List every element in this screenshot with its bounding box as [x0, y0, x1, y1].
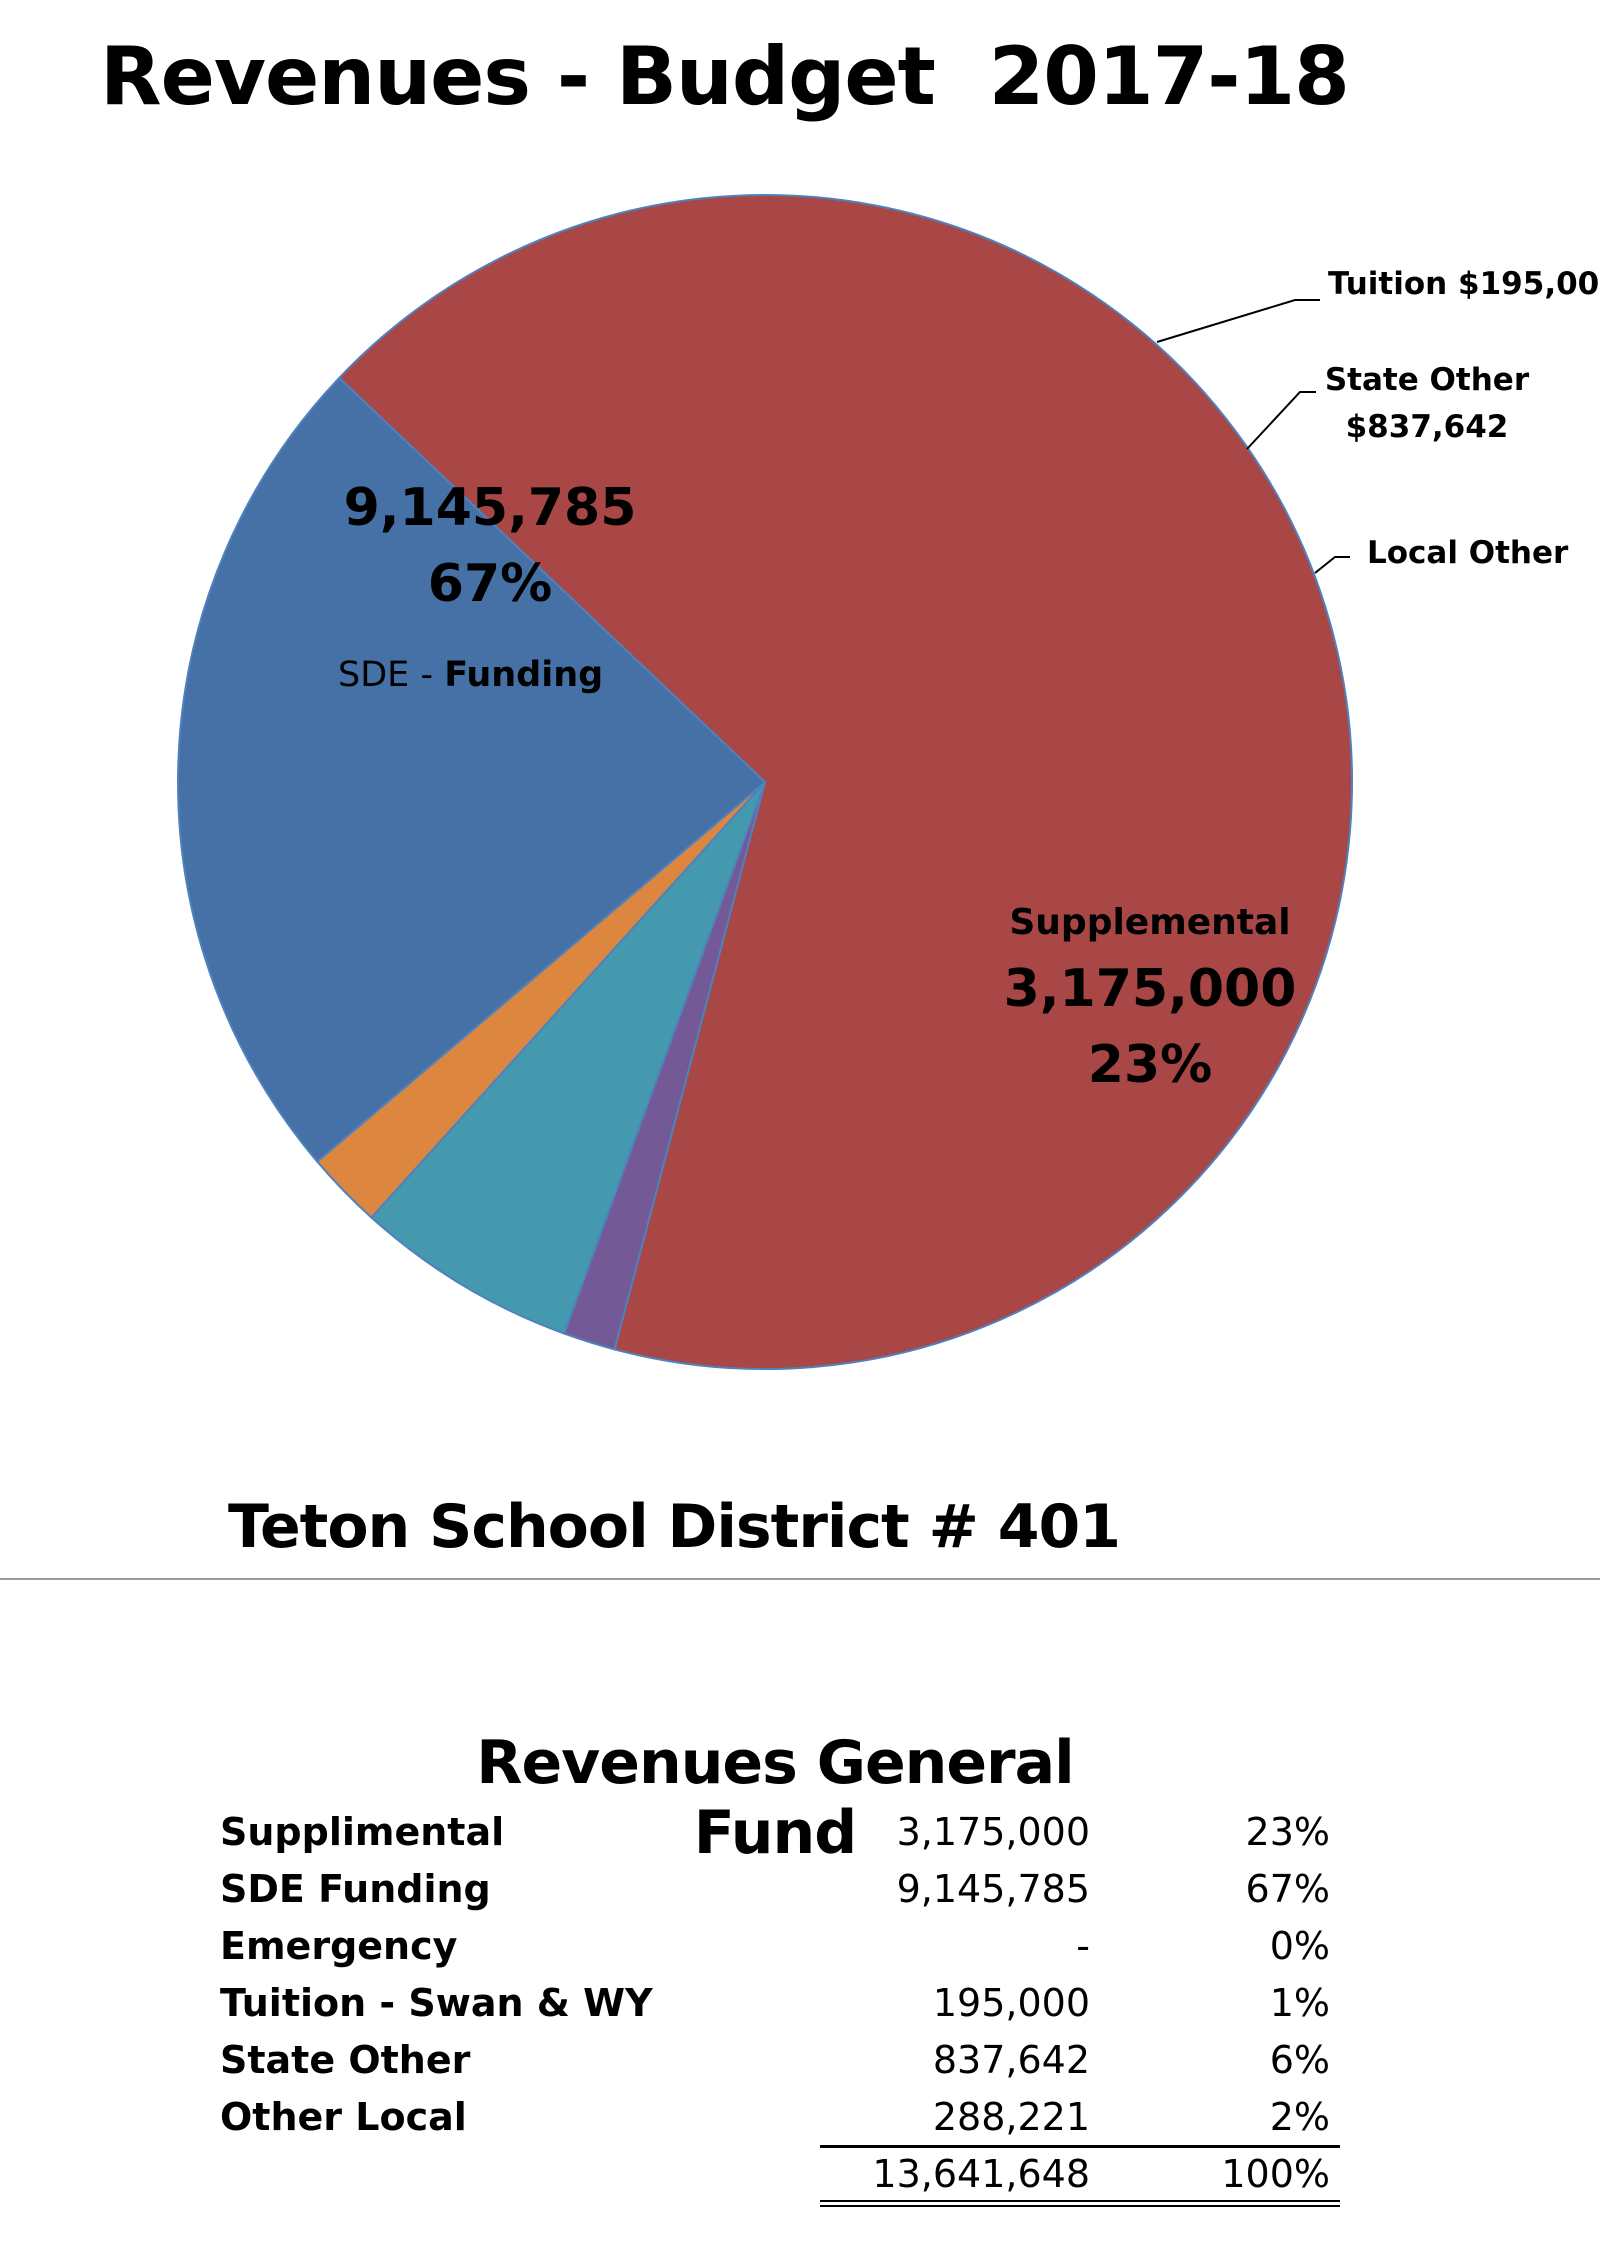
- divider: [0, 1578, 1600, 1580]
- district-name: Teton School District # 401: [228, 1492, 1121, 1562]
- supplemental-label: Supplemental 3,175,000 23%: [990, 895, 1310, 1103]
- row-amount: 3,175,000: [896, 1809, 1090, 1854]
- table-row: Other Local 288,221 2%: [220, 2088, 1340, 2147]
- table-title: Revenues General Fund: [476, 1728, 1074, 1868]
- row-name: Emergency: [220, 1923, 458, 1968]
- row-name: Other Local: [220, 2095, 467, 2140]
- row-amount: 837,642: [932, 2037, 1090, 2082]
- supplemental-name: Supplemental: [1009, 902, 1291, 943]
- row-percent: 67%: [1245, 1866, 1330, 1911]
- table-row: SDE Funding 9,145,785 67%: [220, 1860, 1340, 1917]
- total-amount: 13,641,648: [820, 2145, 1090, 2207]
- row-percent: 6%: [1269, 2037, 1330, 2082]
- pie-chart: [177, 194, 1353, 1370]
- row-amount: 195,000: [932, 1980, 1090, 2025]
- table-row: Tuition - Swan & WY 195,000 1%: [220, 1974, 1340, 2031]
- pie-slice-state-other: [369, 781, 766, 1335]
- tuition-leader-line: [1156, 299, 1320, 343]
- row-amount: 288,221: [932, 2094, 1090, 2139]
- state-other-label: State Other $837,642: [1322, 357, 1532, 451]
- row-name: SDE Funding: [220, 1866, 491, 1911]
- pie-slice-sde-funding: [337, 194, 1353, 1370]
- row-percent: 23%: [1245, 1809, 1330, 1854]
- sde-funding-value: 9,145,785: [343, 478, 637, 538]
- sde-funding-name-text: Funding: [444, 655, 604, 695]
- row-name: Supplimental: [220, 1809, 505, 1854]
- supplemental-value: 3,175,000: [1003, 959, 1297, 1019]
- chart-title: Revenues - Budget 2017-18: [100, 30, 1350, 123]
- tuition-label: Tuition $195,000: [1328, 266, 1600, 302]
- row-percent: 2%: [1269, 2094, 1330, 2139]
- supplemental-percent: 23%: [1087, 1035, 1213, 1095]
- total-row: 13,641,648 100%: [220, 2145, 1340, 2207]
- row-amount: 9,145,785: [896, 1866, 1090, 1911]
- row-amount: -: [1076, 1923, 1090, 1968]
- row-name: Tuition - Swan & WY: [220, 1980, 653, 2025]
- sde-funding-prefix: SDE -: [338, 655, 434, 695]
- table-row: State Other 837,642 6%: [220, 2031, 1340, 2088]
- revenue-table: Supplimental 3,175,000 23% SDE Funding 9,145…: [220, 1803, 1340, 2207]
- state-other-label-name: State Other: [1324, 362, 1530, 398]
- local-other-label: Local Other: [1367, 535, 1569, 571]
- row-percent: 1%: [1269, 1980, 1330, 2025]
- row-name: State Other: [220, 2037, 471, 2082]
- state-other-leader-line: [1246, 391, 1316, 450]
- pie-slice-supplemental: [177, 376, 767, 1163]
- table-row: Emergency - 0%: [220, 1917, 1340, 1974]
- state-other-label-value: $837,642: [1345, 409, 1509, 445]
- local-other-leader-line: [1314, 556, 1350, 574]
- sde-funding-percent: 67%: [427, 554, 553, 614]
- row-percent: 0%: [1269, 1923, 1330, 1968]
- total-percent: 100%: [1090, 2145, 1340, 2207]
- table-row: Supplimental 3,175,000 23%: [220, 1803, 1340, 1860]
- sde-funding-name: SDE - Funding: [338, 655, 603, 695]
- total-row-blank: [220, 2147, 820, 2204]
- sde-funding-label: 9,145,785 67%: [300, 470, 680, 622]
